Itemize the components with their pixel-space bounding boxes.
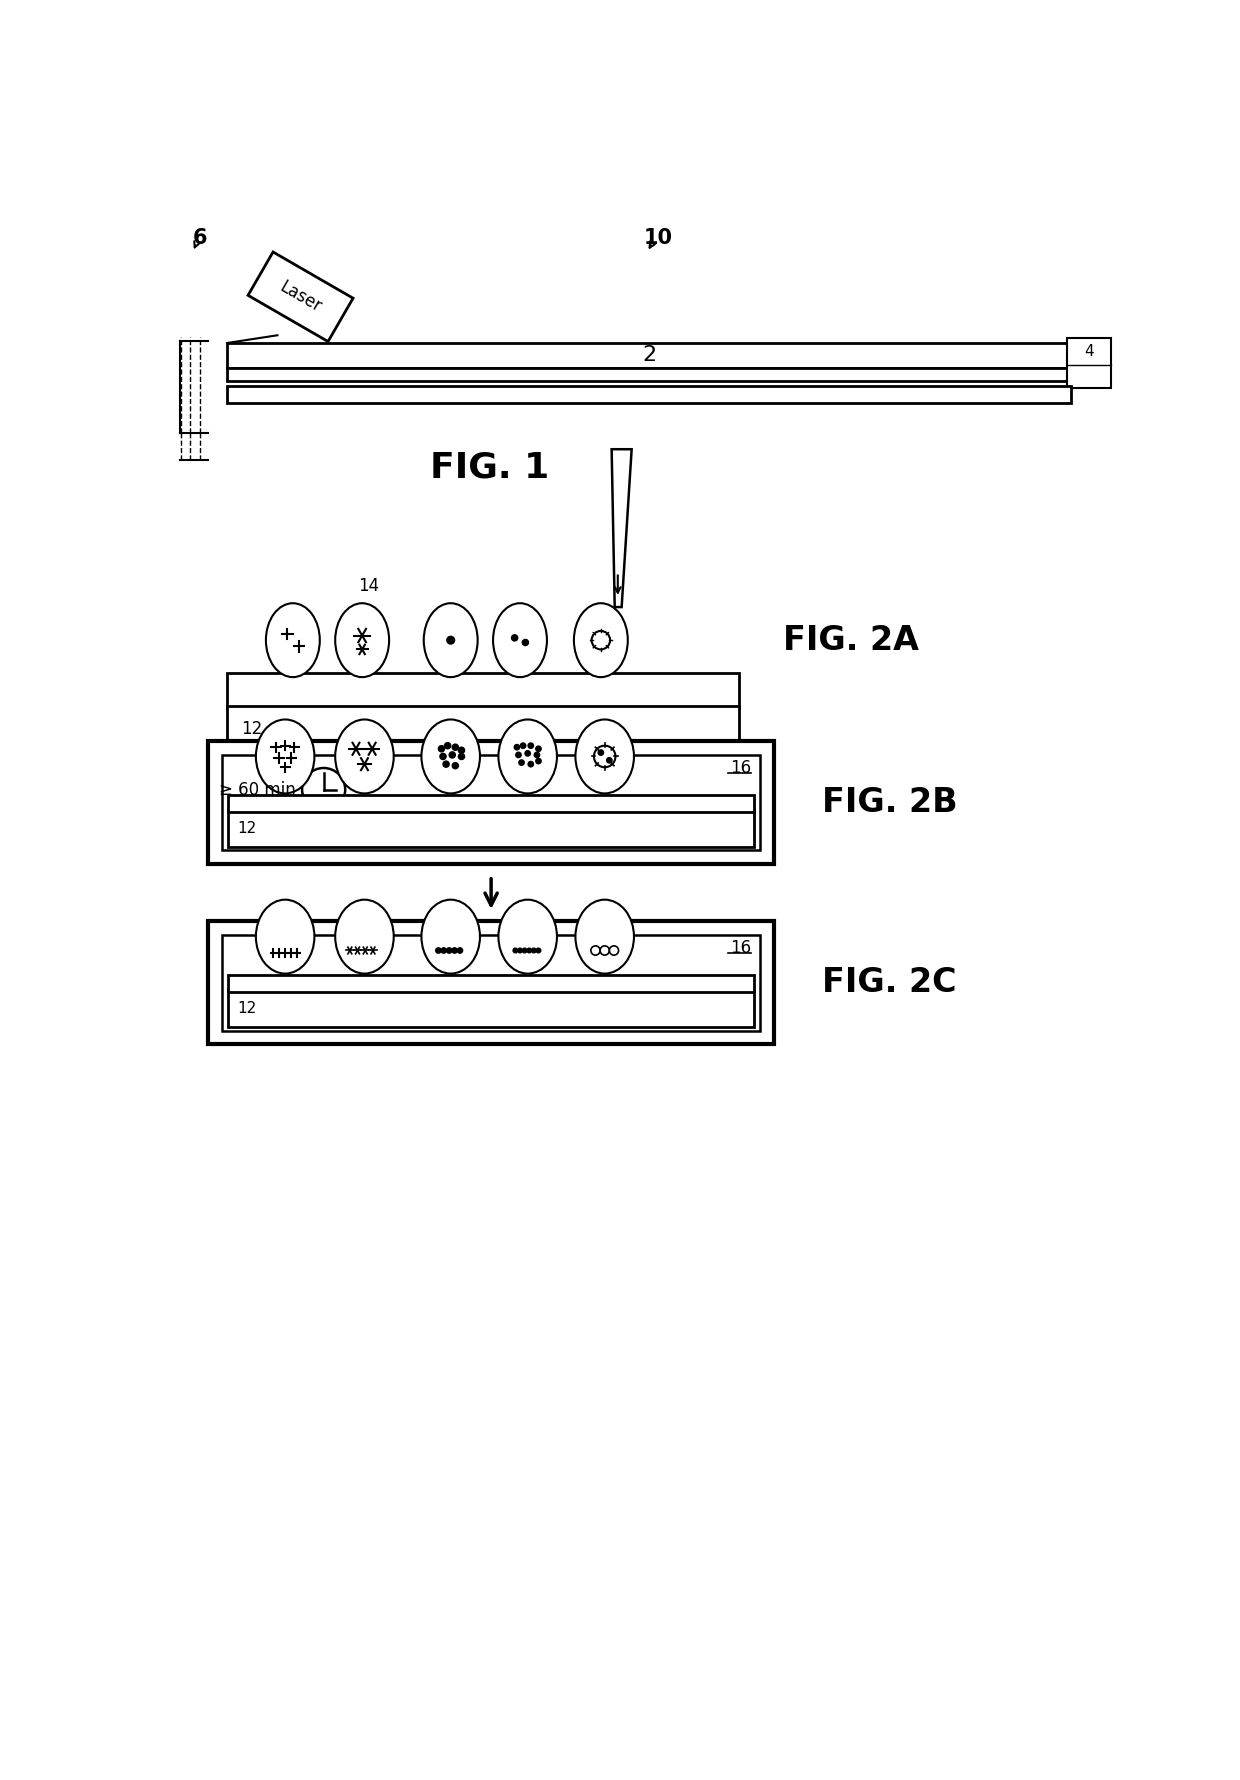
Ellipse shape <box>574 603 627 676</box>
Circle shape <box>443 762 449 767</box>
Text: FIG. 2A: FIG. 2A <box>784 623 919 657</box>
Circle shape <box>522 949 527 952</box>
Ellipse shape <box>424 603 477 676</box>
Circle shape <box>441 947 446 952</box>
Circle shape <box>515 744 520 749</box>
Circle shape <box>459 753 465 760</box>
Circle shape <box>521 742 526 748</box>
Ellipse shape <box>265 603 320 676</box>
Bar <box>1066 338 1111 388</box>
Circle shape <box>445 742 450 749</box>
Text: 6: 6 <box>193 228 207 247</box>
Text: Laser: Laser <box>277 278 325 315</box>
Text: 12: 12 <box>242 719 263 737</box>
Bar <box>228 990 754 1027</box>
Text: 4: 4 <box>1084 344 1094 360</box>
Text: 10: 10 <box>644 228 673 247</box>
Ellipse shape <box>422 719 480 794</box>
Ellipse shape <box>498 719 557 794</box>
Bar <box>222 755 760 851</box>
Ellipse shape <box>575 719 634 794</box>
Bar <box>227 368 1070 381</box>
Ellipse shape <box>335 603 389 676</box>
Polygon shape <box>611 449 631 607</box>
Circle shape <box>453 762 459 769</box>
Circle shape <box>518 760 525 765</box>
Polygon shape <box>248 253 353 342</box>
Circle shape <box>453 744 459 751</box>
Circle shape <box>536 949 541 952</box>
Circle shape <box>527 949 532 952</box>
Text: FIG. 2B: FIG. 2B <box>822 787 957 819</box>
Circle shape <box>528 762 533 767</box>
Ellipse shape <box>255 719 315 794</box>
Text: 12: 12 <box>237 1000 257 1016</box>
Text: 2: 2 <box>642 345 656 365</box>
Bar <box>228 810 754 847</box>
Circle shape <box>532 949 536 952</box>
Ellipse shape <box>335 719 394 794</box>
Bar <box>227 705 739 751</box>
Text: 12: 12 <box>237 821 257 835</box>
Circle shape <box>512 635 517 641</box>
Ellipse shape <box>575 899 634 974</box>
Bar <box>227 344 1070 368</box>
Bar <box>228 975 754 991</box>
Circle shape <box>459 748 465 753</box>
Bar <box>208 922 774 1045</box>
Circle shape <box>606 758 613 764</box>
Circle shape <box>516 753 521 758</box>
Circle shape <box>522 639 528 646</box>
Circle shape <box>528 742 533 748</box>
Circle shape <box>449 751 455 758</box>
Circle shape <box>440 753 446 760</box>
Text: ≥ 60 min: ≥ 60 min <box>219 781 296 799</box>
Circle shape <box>435 947 441 952</box>
Ellipse shape <box>255 899 315 974</box>
Text: FIG. 1: FIG. 1 <box>429 450 549 484</box>
Circle shape <box>446 947 451 952</box>
Circle shape <box>439 746 444 751</box>
Bar <box>208 740 774 865</box>
Ellipse shape <box>498 899 557 974</box>
Circle shape <box>517 949 522 952</box>
Bar <box>227 386 1070 402</box>
Text: FIG. 2C: FIG. 2C <box>822 967 957 999</box>
Circle shape <box>534 753 539 758</box>
Text: 16: 16 <box>730 758 751 776</box>
Circle shape <box>458 947 463 952</box>
Circle shape <box>446 635 455 644</box>
Bar <box>222 934 760 1031</box>
Circle shape <box>536 746 541 751</box>
Text: 14: 14 <box>358 577 379 595</box>
Ellipse shape <box>494 603 547 676</box>
Bar <box>228 796 754 812</box>
Circle shape <box>598 749 604 755</box>
Circle shape <box>451 947 458 952</box>
Text: 16: 16 <box>730 938 751 958</box>
Circle shape <box>513 949 517 952</box>
Bar <box>227 673 739 708</box>
Ellipse shape <box>335 899 394 974</box>
Circle shape <box>525 751 531 756</box>
Ellipse shape <box>422 899 480 974</box>
Circle shape <box>536 758 541 764</box>
